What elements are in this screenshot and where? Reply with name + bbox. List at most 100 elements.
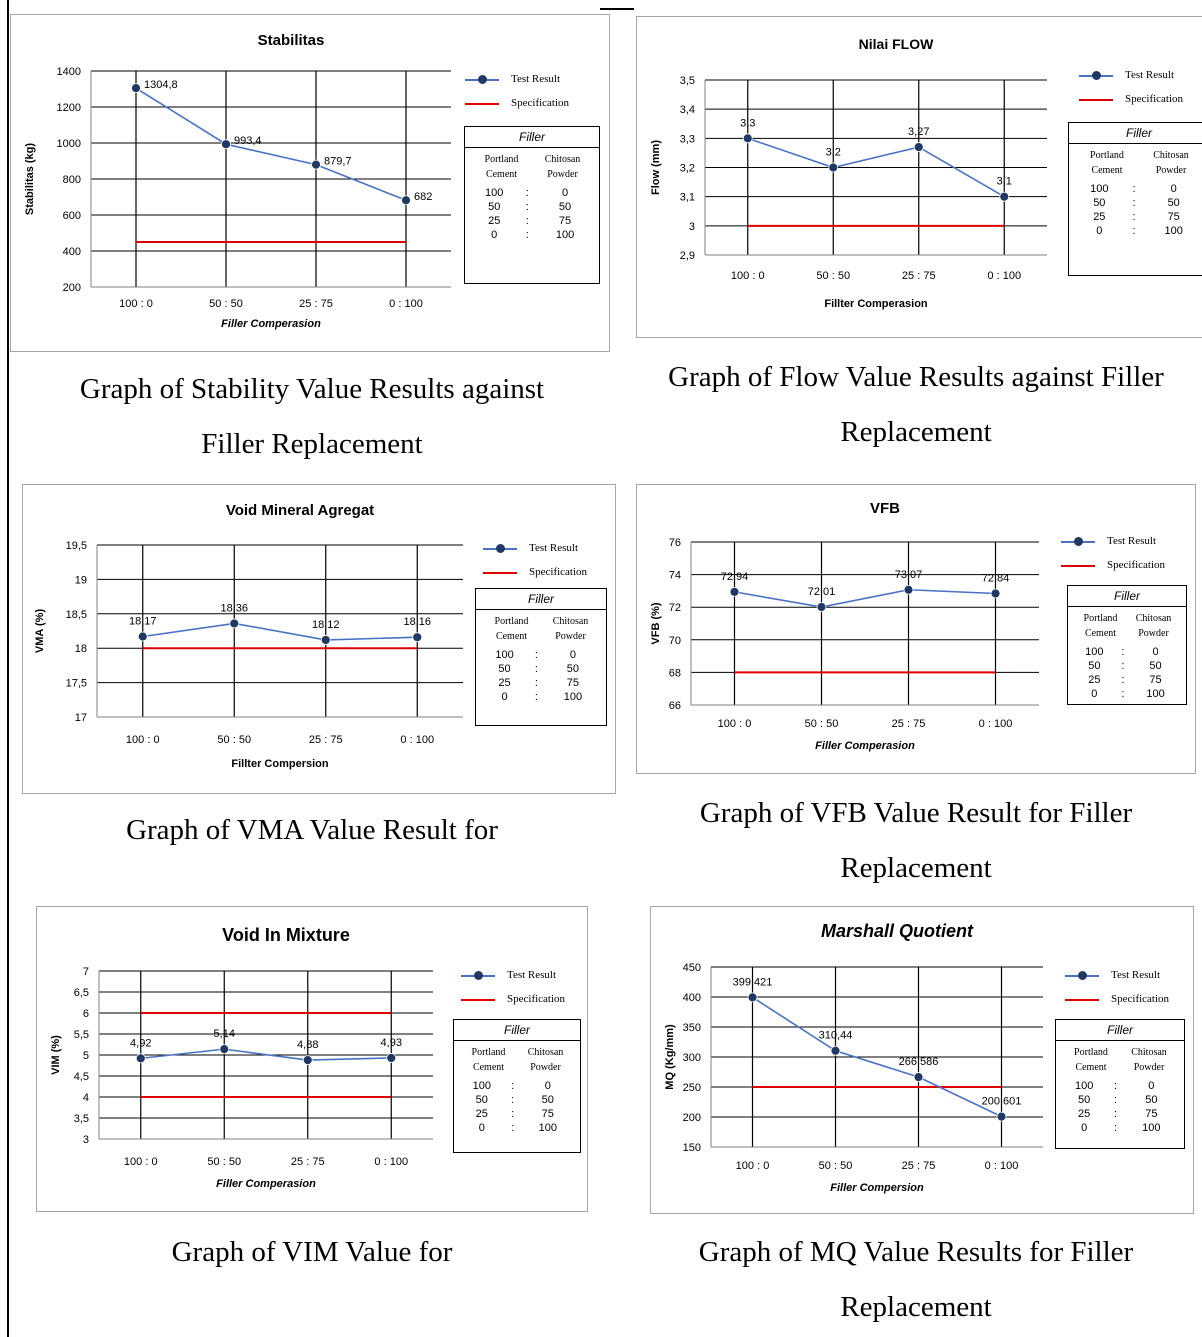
filler-cement: 100 [485, 187, 504, 199]
filler-title: Filler [465, 127, 599, 148]
x-tick-label: 100 : 0 [124, 1156, 158, 1168]
x-axis-label: Fillter Compersion [231, 758, 328, 770]
filler-rows: 100: 0 50: 50 25: 75 0: 100 [1069, 178, 1202, 238]
data-point [311, 159, 321, 170]
filler-headers: Portland Cement Chitosan Powder [476, 610, 606, 644]
col2-line1: Chitosan [1131, 1047, 1167, 1058]
caption-line: Graph of VFB Value Result for Filler [699, 797, 1133, 829]
page-border-left [7, 0, 9, 1337]
filler-col-portland: Portland Cement [471, 152, 532, 182]
filler-sep: : [1113, 1108, 1118, 1120]
filler-chitosan: 75 [566, 677, 580, 689]
legend-spec-label: Specification [1111, 993, 1170, 1005]
x-tick-label: 100 : 0 [736, 1160, 770, 1172]
y-tick-label: 400 [63, 246, 81, 258]
x-tick-label: 0 : 100 [987, 270, 1021, 282]
vfb-filler-table: Filler Portland Cement Chitosan Powder 100:0 5… [1067, 585, 1187, 705]
caption-line: Graph of VIM Value for [171, 1236, 453, 1268]
col2-line1: Chitosan [1153, 150, 1189, 161]
col1-line1: Portland [471, 1047, 506, 1058]
y-tick-label: 2,9 [680, 250, 695, 262]
y-tick-label: 3,1 [680, 192, 695, 204]
data-point [828, 162, 839, 173]
filler-chitosan: 50 [1167, 197, 1180, 209]
filler-sep: : [525, 215, 529, 227]
data-label: 72,01 [808, 586, 836, 598]
x-tick-label: 0 : 100 [400, 734, 434, 746]
legend-test-marker [1092, 71, 1101, 80]
data-point [219, 1044, 230, 1055]
col1-line2: Cement [472, 1062, 505, 1073]
filler-row: 50: 50 [484, 662, 598, 676]
data-label: 4,93 [381, 1037, 402, 1049]
filler-row: 100: 0 [473, 186, 591, 200]
col1-line1: Portland [1074, 1047, 1108, 1058]
vma-chart: Void Mineral Agregat 17 17,5 18 18,5 19 19,5 10… [34, 502, 463, 770]
legend-test-label: Test Result [511, 73, 561, 85]
x-tick-label: 100 : 0 [119, 298, 153, 310]
x-tick-label: 0 : 100 [389, 298, 423, 310]
legend-spec-swatch [1061, 565, 1095, 567]
data-label: 266,586 [899, 1056, 939, 1068]
filler-sep: : [1113, 1122, 1118, 1134]
caption-line: Graph of VMA Value Result for [126, 814, 498, 846]
col2-line2: Powder [547, 169, 578, 180]
filler-chitosan: 0 [1148, 1080, 1155, 1092]
filler-row: 50: 50 [462, 1093, 572, 1107]
filler-row: 25: 75 [1076, 673, 1178, 687]
filler-sep: : [525, 201, 529, 213]
y-tick-label: 17 [75, 712, 87, 724]
y-tick-label: 600 [63, 210, 81, 222]
filler-row: 0: 100 [462, 1121, 572, 1135]
filler-row: 25: 75 [1077, 210, 1201, 224]
x-tick-label: 50 : 50 [805, 718, 839, 730]
x-tick-label: 100 : 0 [731, 270, 765, 282]
vfb-chart-panel: VFB 66 68 70 72 74 76 100 : 0 50 : 50 25 : 75 0 : … [636, 484, 1196, 774]
filler-rows: 100: 0 50: 50 25: 75 0: 100 [1068, 641, 1186, 701]
series-line [747, 137, 1005, 198]
filler-sep: : [534, 649, 538, 661]
x-tick-label: 25 : 75 [299, 298, 333, 310]
legend-spec-swatch [483, 572, 517, 574]
vma-filler-table: Filler Portland Cement Chitosan Powder 100:0 5… [475, 588, 607, 726]
filler-chitosan: 75 [541, 1108, 554, 1120]
vim-chart: Void In Mixture 3 3,5 4 4,5 5 5,5 6 6,5 7 100 : 0 5… [50, 925, 433, 1190]
filler-sep: : [534, 691, 538, 703]
data-label: 3,27 [908, 126, 929, 138]
stability-chart-panel: Stabilitas 200 400 600 800 1000 1200 1400 100 : … [10, 14, 610, 352]
legend-spec-label: Specification [507, 993, 566, 1005]
col1-line2: Cement [1075, 1062, 1107, 1073]
filler-headers: Portland Cement Chitosan Powder [465, 148, 599, 182]
col1-line2: Cement [485, 169, 518, 180]
data-label: 879,7 [324, 156, 352, 168]
data-point [990, 588, 1001, 599]
data-label: 18,16 [403, 616, 431, 628]
data-point [320, 635, 331, 645]
data-point [816, 602, 827, 612]
x-tick-label: 0 : 100 [374, 1156, 408, 1168]
filler-chitosan: 50 [558, 201, 572, 213]
y-tick-label: 1000 [57, 138, 81, 150]
col2-line2: Powder [1138, 628, 1169, 639]
filler-headers: Portland Cement Chitosan Powder [1068, 607, 1186, 641]
data-label: 3,1 [997, 176, 1012, 188]
data-label: 3,3 [740, 117, 755, 129]
col1-line2: Cement [495, 631, 528, 642]
data-label: 72,94 [721, 571, 749, 583]
col2-line2: Powder [1155, 165, 1187, 176]
filler-row: 25: 75 [1064, 1107, 1176, 1121]
y-tick-label: 3 [83, 1134, 89, 1146]
y-axis-label: VFB (%) [650, 602, 662, 645]
filler-chitosan: 100 [563, 691, 583, 703]
caption-line: Filler Replacement [201, 428, 423, 460]
page-border-top [600, 8, 634, 10]
series-line [142, 622, 418, 641]
caption-line: Graph of Flow Value Results against Fill… [668, 361, 1164, 393]
x-tick-label: 25 : 75 [291, 1156, 325, 1168]
chart-title: Void In Mixture [222, 925, 350, 945]
y-tick-label: 19,5 [66, 540, 87, 552]
filler-sep: : [511, 1108, 515, 1120]
data-label: 72,84 [982, 573, 1010, 585]
data-label: 1304,8 [144, 79, 178, 91]
y-tick-label: 350 [683, 1022, 701, 1034]
